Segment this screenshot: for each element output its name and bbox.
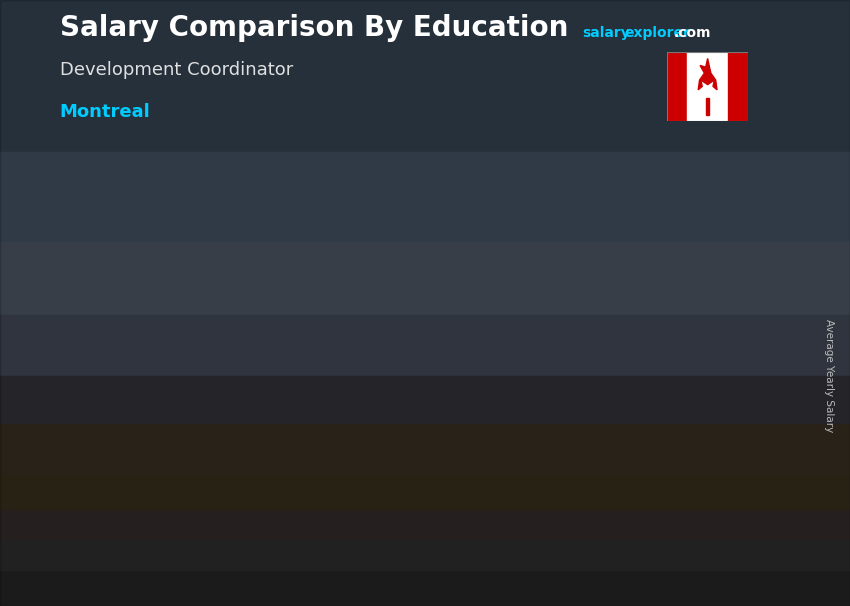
Text: Salary Comparison By Education: Salary Comparison By Education — [60, 15, 568, 42]
Bar — [222, 453, 233, 558]
Text: Certificate or
Diploma: Certificate or Diploma — [362, 580, 462, 606]
Bar — [0, 509, 850, 539]
Bar — [0, 376, 850, 424]
Bar — [688, 52, 728, 121]
Bar — [692, 283, 703, 558]
Bar — [0, 570, 850, 606]
Bar — [222, 453, 233, 457]
Bar — [0, 473, 850, 509]
Bar — [706, 98, 709, 115]
Text: explorer: explorer — [625, 26, 690, 40]
Text: salary: salary — [582, 26, 630, 40]
Bar — [0, 315, 850, 376]
Text: Bachelor's
Degree: Bachelor's Degree — [608, 580, 688, 606]
Bar — [367, 394, 457, 400]
Bar — [0, 539, 850, 570]
Text: Development Coordinator: Development Coordinator — [60, 61, 292, 79]
Text: Average Yearly Salary: Average Yearly Salary — [824, 319, 834, 432]
Text: Montreal: Montreal — [60, 103, 150, 121]
Bar — [0, 242, 850, 315]
Text: +57%: +57% — [233, 289, 319, 315]
Text: 168,000 CAD: 168,000 CAD — [599, 262, 696, 278]
Text: 100,000 CAD: 100,000 CAD — [364, 373, 461, 388]
Polygon shape — [698, 59, 717, 90]
Text: +68%: +68% — [468, 178, 553, 204]
Bar — [0, 424, 850, 473]
Text: 63,900 CAD: 63,900 CAD — [133, 433, 221, 447]
Bar — [133, 453, 222, 558]
Bar — [603, 283, 692, 558]
Bar — [603, 283, 692, 293]
Bar — [667, 52, 688, 121]
Bar — [133, 453, 222, 457]
Bar — [0, 152, 850, 242]
Bar — [457, 394, 468, 400]
Text: .com: .com — [674, 26, 711, 40]
Bar — [728, 52, 748, 121]
Bar — [692, 283, 703, 293]
Bar — [0, 0, 850, 152]
Bar — [367, 394, 457, 558]
Bar — [457, 394, 468, 558]
Text: High School: High School — [132, 580, 223, 595]
